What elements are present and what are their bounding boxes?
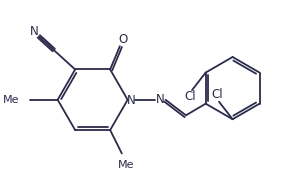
Text: Me: Me <box>118 160 134 170</box>
Text: O: O <box>118 33 127 46</box>
Text: Cl: Cl <box>211 89 223 101</box>
Text: N: N <box>156 93 165 106</box>
Text: N: N <box>127 94 136 107</box>
Text: Cl: Cl <box>184 90 196 103</box>
Text: N: N <box>30 25 38 38</box>
Text: Me: Me <box>3 95 20 105</box>
